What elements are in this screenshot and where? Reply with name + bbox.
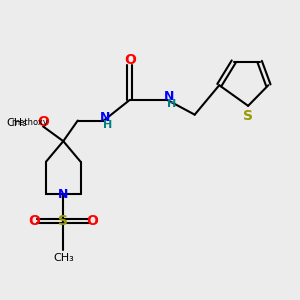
Text: CH₃: CH₃	[6, 118, 27, 128]
Text: S: S	[58, 214, 68, 228]
Text: H: H	[167, 99, 176, 110]
Text: N: N	[58, 188, 68, 201]
Text: O: O	[28, 214, 40, 228]
Text: H: H	[103, 120, 113, 130]
Text: O: O	[86, 214, 98, 228]
Text: N: N	[100, 111, 110, 124]
Text: N: N	[164, 91, 174, 103]
Text: S: S	[243, 109, 253, 123]
Text: methoxy: methoxy	[12, 118, 49, 127]
Text: O: O	[37, 115, 49, 129]
Text: O: O	[124, 53, 136, 67]
Text: CH₃: CH₃	[53, 253, 74, 263]
